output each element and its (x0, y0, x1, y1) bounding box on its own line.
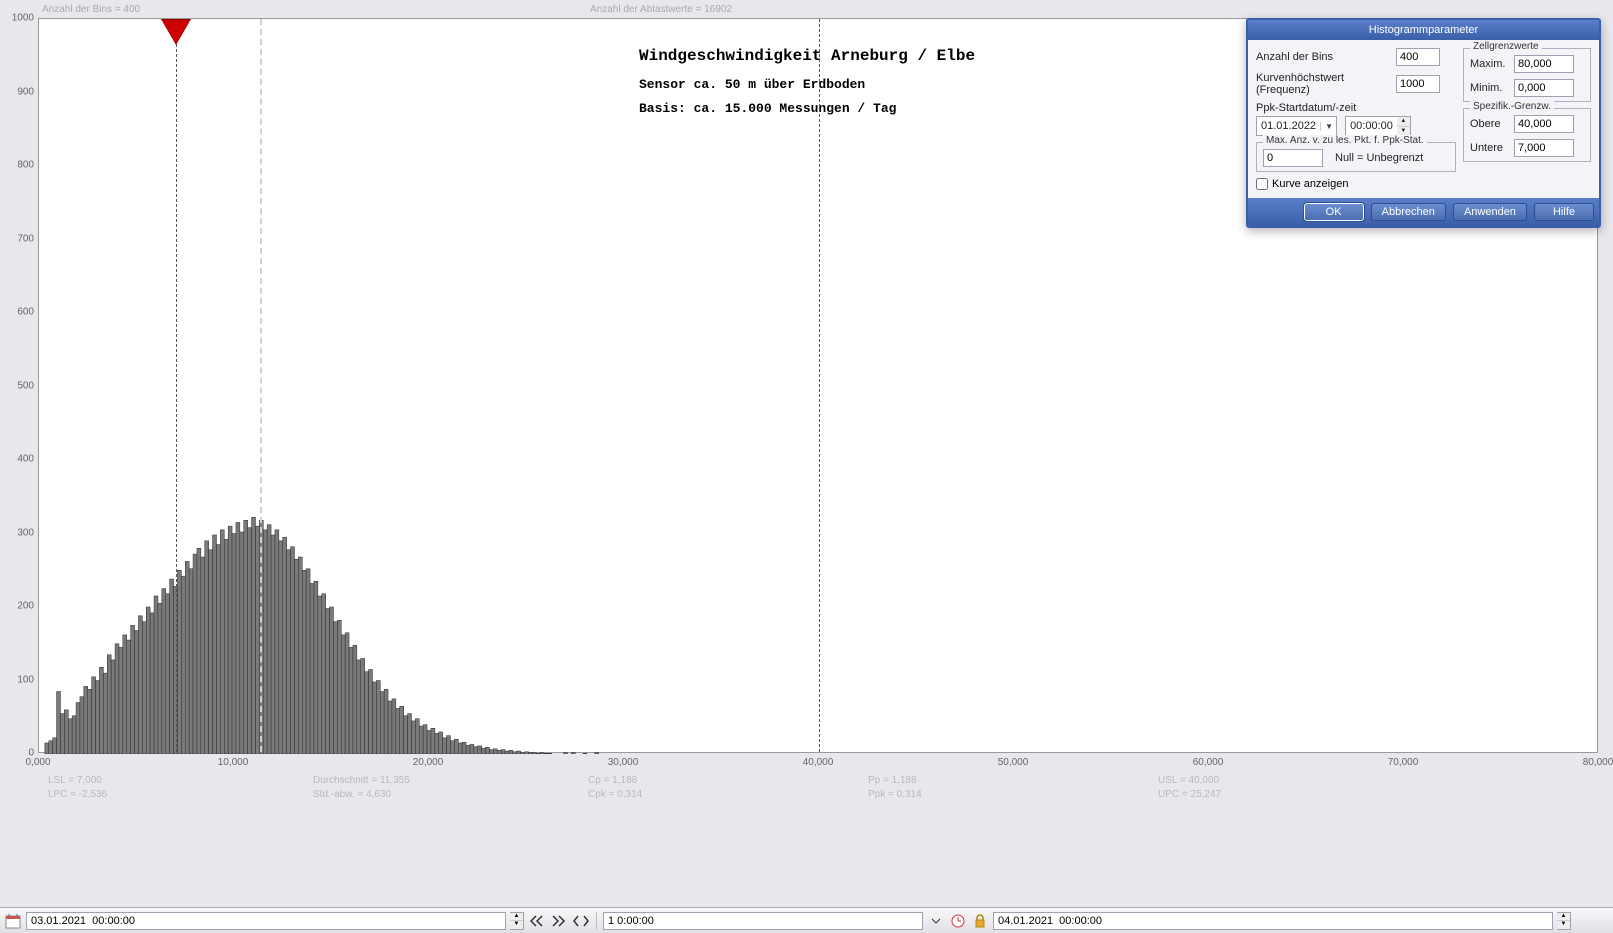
duration-dropdown-icon[interactable] (927, 912, 945, 930)
y-tick: 800 (17, 160, 34, 171)
lsl-line (176, 19, 177, 752)
freq-label: Kurvenhöchstwert (Frequenz) (1256, 72, 1396, 96)
stat-std: Std.-abw. = 4,630 (313, 789, 391, 800)
end-datetime-input[interactable] (993, 912, 1553, 930)
dialog-title[interactable]: Histogrammparameter (1248, 20, 1599, 40)
separator (596, 912, 597, 930)
duration-input[interactable] (603, 912, 923, 930)
stretch-icon[interactable] (572, 912, 590, 930)
spec-lower-input[interactable] (1514, 139, 1574, 157)
ppk-time-value: 00:00:00 (1346, 120, 1397, 132)
x-axis: 0,00010,00020,00030,00040,00050,00060,00… (38, 755, 1598, 775)
stat-lpc: LPC = -2,536 (48, 789, 107, 800)
stat-usl: USL = 40,000 (1158, 775, 1219, 786)
start-datetime-input[interactable] (26, 912, 506, 930)
ok-button[interactable]: OK (1304, 203, 1364, 221)
stat-cp: Cp = 1,188 (588, 775, 637, 786)
freq-input[interactable] (1396, 75, 1440, 93)
stat-mean: Durchschnitt = 11,355 (313, 775, 410, 786)
y-tick: 500 (17, 380, 34, 391)
ppk-date-picker[interactable]: 01.01.2022 ▼ (1256, 116, 1337, 136)
curve-checkbox[interactable] (1256, 178, 1268, 190)
chart-title: Windgeschwindigkeit Arneburg / Elbe (639, 47, 975, 65)
maxpts-input[interactable] (1263, 149, 1323, 167)
y-tick: 100 (17, 674, 34, 685)
lock-icon[interactable] (971, 912, 989, 930)
maxpts-legend: Max. Anz. v. zu les. Pkt. f. Ppk-Stat. (1263, 135, 1427, 146)
x-tick: 60,000 (1193, 757, 1224, 768)
apply-button[interactable]: Anwenden (1453, 203, 1527, 221)
chart-subtitle-2: Basis: ca. 15.000 Messungen / Tag (639, 101, 896, 116)
stat-ppk: Ppk = 0,314 (868, 789, 922, 800)
x-tick: 40,000 (803, 757, 834, 768)
lsl-line (819, 19, 820, 752)
y-tick: 1000 (12, 13, 34, 24)
y-tick: 900 (17, 86, 34, 97)
ppk-time-spinner[interactable]: ▲▼ (1397, 116, 1411, 136)
cell-limits-legend: Zellgrenzwerte (1470, 41, 1542, 52)
ppk-date-value: 01.01.2022 (1257, 120, 1320, 132)
curve-checkbox-label[interactable]: Kurve anzeigen (1272, 178, 1348, 190)
ppk-time-picker[interactable]: 00:00:00 (1345, 116, 1397, 136)
clock-icon[interactable] (949, 912, 967, 930)
ppk-date-label: Ppk-Startdatum/-zeit (1256, 102, 1356, 114)
x-tick: 50,000 (998, 757, 1029, 768)
start-spinner[interactable]: ▲▼ (510, 912, 524, 930)
x-tick: 80,000 (1583, 757, 1613, 768)
stat-pp: Pp = 1,188 (868, 775, 917, 786)
chart-subtitle-1: Sensor ca. 50 m über Erdboden (639, 77, 865, 92)
cell-max-label: Maxim. (1470, 58, 1514, 70)
spec-lower-label: Untere (1470, 142, 1514, 154)
date-dropdown-icon[interactable]: ▼ (1320, 122, 1336, 131)
y-tick: 600 (17, 307, 34, 318)
spec-upper-label: Obere (1470, 118, 1514, 130)
bins-count-label: Anzahl der Bins = 400 (42, 4, 140, 15)
x-tick: 30,000 (608, 757, 639, 768)
step-back-icon[interactable] (528, 912, 546, 930)
cell-min-label: Minim. (1470, 82, 1514, 94)
help-button[interactable]: Hilfe (1534, 203, 1594, 221)
y-tick: 300 (17, 527, 34, 538)
stat-lsl: LSL = 7,000 (48, 775, 102, 786)
dialog-buttons: OK Abbrechen Anwenden Hilfe (1248, 198, 1599, 226)
bottom-toolbar: ▲▼ ▲▼ (0, 907, 1613, 933)
stats-row: LSL = 7,000 LPC = -2,536 Durchschnitt = … (38, 775, 1598, 810)
cell-max-input[interactable] (1514, 55, 1574, 73)
bins-label: Anzahl der Bins (1256, 51, 1396, 63)
maxpts-hint: Null = Unbegrenzt (1335, 152, 1423, 164)
step-fwd-icon[interactable] (550, 912, 568, 930)
bins-input[interactable] (1396, 48, 1440, 66)
x-tick: 20,000 (413, 757, 444, 768)
marker-arrow-icon[interactable] (162, 20, 190, 44)
stat-upc: UPC = 25,247 (1158, 789, 1221, 800)
y-tick: 400 (17, 454, 34, 465)
y-tick: 200 (17, 601, 34, 612)
x-tick: 10,000 (218, 757, 249, 768)
mean-line (260, 19, 262, 752)
spec-upper-input[interactable] (1514, 115, 1574, 133)
cell-min-input[interactable] (1514, 79, 1574, 97)
end-spinner[interactable]: ▲▼ (1557, 912, 1571, 930)
spec-limits-legend: Spezifik.-Grenzw. (1470, 101, 1554, 112)
y-axis: 01002003004005006007008009001000 (0, 18, 38, 753)
calendar-icon[interactable] (4, 912, 22, 930)
dialog-body: Anzahl der Bins Kurvenhöchstwert (Freque… (1248, 40, 1599, 198)
histogram-params-dialog[interactable]: Histogrammparameter Anzahl der Bins Kurv… (1246, 18, 1601, 228)
stat-cpk: Cpk = 0,314 (588, 789, 642, 800)
cancel-button[interactable]: Abbrechen (1371, 203, 1446, 221)
x-tick: 70,000 (1388, 757, 1419, 768)
samples-count-label: Anzahl der Abtastwerte = 16902 (590, 4, 732, 15)
y-tick: 700 (17, 233, 34, 244)
x-tick: 0,000 (25, 757, 50, 768)
